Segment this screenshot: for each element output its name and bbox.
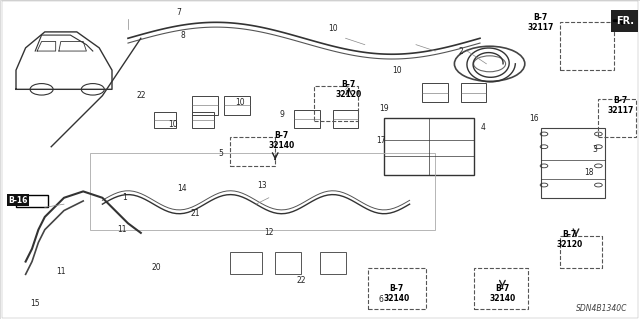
Text: B-7
32120: B-7 32120	[556, 230, 583, 249]
Bar	[224, 96, 250, 115]
Bar	[154, 112, 176, 128]
Bar	[230, 137, 275, 166]
Text: 16: 16	[529, 114, 540, 122]
Text: 13: 13	[257, 181, 268, 189]
Text: 20: 20	[152, 263, 162, 272]
Bar	[333, 110, 358, 128]
Text: FR.: FR.	[616, 16, 634, 26]
Bar	[598, 99, 636, 137]
Text: SDN4B1340C: SDN4B1340C	[576, 304, 627, 313]
Text: B-7
32117: B-7 32117	[527, 13, 554, 32]
Bar	[560, 236, 602, 268]
Text: 22: 22	[296, 276, 305, 285]
Text: B-7
32140: B-7 32140	[383, 284, 410, 303]
Bar	[422, 83, 448, 102]
Bar	[384, 118, 474, 175]
Text: 4: 4	[481, 123, 486, 132]
Bar	[90, 153, 435, 230]
Bar	[560, 22, 614, 70]
Bar	[461, 83, 486, 102]
Text: 1: 1	[122, 193, 127, 202]
Bar	[320, 252, 346, 274]
Text: 10: 10	[168, 120, 178, 129]
Text: 5: 5	[218, 149, 223, 158]
Bar	[368, 268, 426, 309]
Bar	[314, 86, 358, 121]
Text: 17: 17	[376, 136, 386, 145]
Bar	[230, 252, 262, 274]
Text: B-16: B-16	[8, 196, 28, 205]
Bar	[474, 268, 528, 309]
Text: 9: 9	[279, 110, 284, 119]
Text: 19: 19	[379, 104, 389, 113]
Text: B-7
32120: B-7 32120	[335, 80, 362, 99]
Text: 10: 10	[392, 66, 402, 75]
Text: 14: 14	[177, 184, 188, 193]
Bar	[294, 110, 320, 128]
Bar	[611, 10, 638, 32]
Text: 7: 7	[177, 8, 182, 17]
Bar	[192, 112, 214, 128]
Text: 11: 11	[56, 267, 65, 276]
Text: 2: 2	[458, 47, 463, 56]
Text: 11: 11	[117, 225, 126, 234]
Text: B-7
32117: B-7 32117	[607, 96, 634, 115]
Text: B-7
32140: B-7 32140	[268, 131, 295, 150]
Text: 3: 3	[593, 145, 598, 154]
Text: 6: 6	[378, 295, 383, 304]
Text: 10: 10	[235, 98, 245, 107]
Text: 12: 12	[264, 228, 273, 237]
Bar	[275, 252, 301, 274]
Text: 10: 10	[328, 24, 338, 33]
Bar	[541, 128, 605, 198]
Text: 15: 15	[30, 299, 40, 308]
Bar	[16, 195, 48, 207]
Text: 8: 8	[180, 31, 185, 40]
Text: 18: 18	[584, 168, 593, 177]
Text: 21: 21	[191, 209, 200, 218]
Text: 22: 22	[136, 91, 145, 100]
Bar	[192, 96, 218, 115]
Text: B-7
32140: B-7 32140	[489, 284, 516, 303]
